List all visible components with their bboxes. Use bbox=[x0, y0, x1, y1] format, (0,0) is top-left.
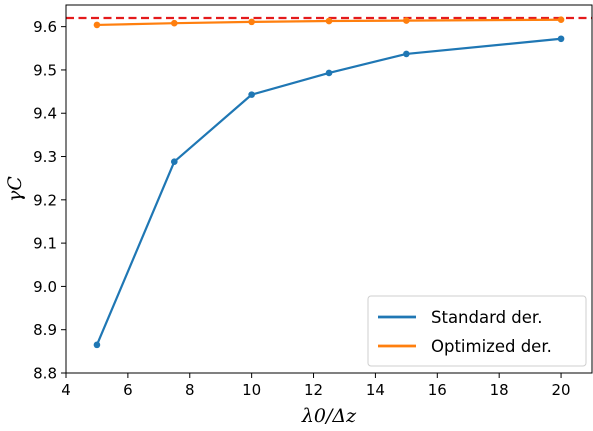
x-tick-label: 12 bbox=[304, 381, 323, 399]
legend: Standard der. Optimized der. bbox=[367, 295, 587, 367]
y-tick-label: 8.9 bbox=[33, 321, 57, 339]
data-point bbox=[557, 16, 565, 24]
data-point bbox=[557, 35, 565, 43]
x-tick-label: 6 bbox=[123, 381, 133, 399]
y-tick-label: 8.8 bbox=[33, 365, 57, 383]
series-line bbox=[95, 18, 563, 27]
legend-box bbox=[367, 295, 587, 367]
series-layer bbox=[93, 16, 565, 349]
legend-label: Optimized der. bbox=[431, 337, 552, 356]
x-tick-label: 10 bbox=[242, 381, 261, 399]
y-axis-label: γC bbox=[4, 176, 26, 202]
data-point bbox=[170, 19, 178, 27]
x-tick-label: 4 bbox=[61, 381, 71, 399]
x-tick-label: 8 bbox=[185, 381, 195, 399]
x-tick-label: 14 bbox=[366, 381, 385, 399]
y-tick-label: 9.0 bbox=[33, 278, 57, 296]
legend-items: Standard der. Optimized der. bbox=[378, 308, 552, 356]
y-tick-label: 9.1 bbox=[33, 235, 57, 253]
data-point bbox=[403, 50, 410, 58]
data-point bbox=[93, 21, 101, 29]
y-tick-label: 9.5 bbox=[33, 61, 57, 79]
data-point bbox=[248, 18, 255, 26]
x-axis-label: λ0/Δz bbox=[301, 405, 357, 427]
y-tick-label: 9.3 bbox=[33, 148, 57, 166]
y-tick-label: 9.2 bbox=[33, 191, 57, 209]
legend-label: Standard der. bbox=[431, 308, 542, 327]
data-point bbox=[325, 69, 333, 77]
series-line bbox=[95, 37, 563, 346]
ticks-layer: 4 6 8 10 12 14 16 18 20 8.8 8.9 9.0 9.1 9.2 9.3 9.4 9.5 9… bbox=[33, 18, 570, 399]
x-tick-label: 18 bbox=[490, 381, 509, 399]
x-tick-label: 16 bbox=[428, 381, 447, 399]
data-point bbox=[403, 17, 410, 24]
data-point bbox=[170, 158, 178, 166]
x-tick-label: 20 bbox=[552, 381, 571, 399]
y-tick-label: 9.6 bbox=[33, 18, 57, 36]
data-point bbox=[325, 17, 333, 25]
plot-frame bbox=[65, 4, 593, 374]
data-point bbox=[248, 91, 255, 98]
y-axis-label-group: γC bbox=[4, 176, 26, 202]
y-tick-label: 9.4 bbox=[33, 105, 57, 123]
data-point bbox=[93, 341, 101, 349]
